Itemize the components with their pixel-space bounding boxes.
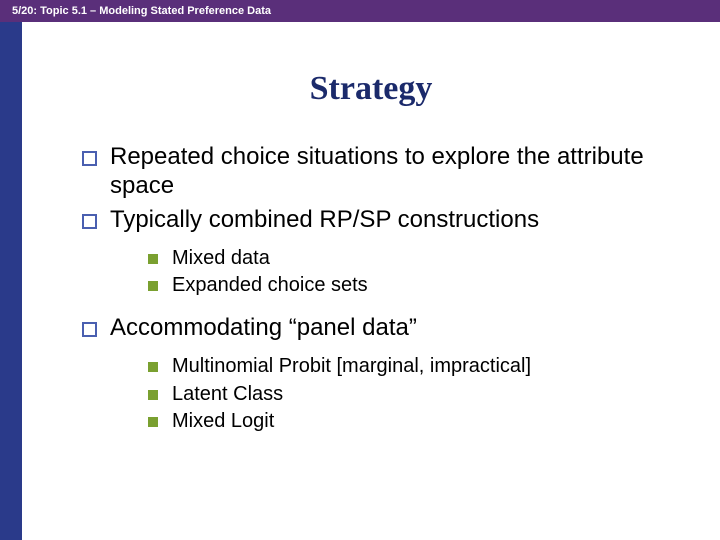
sub-bullet-text: Multinomial Probit [marginal, impractica…	[172, 355, 531, 377]
slide-body: Strategy Repeated choice situations to e…	[22, 22, 720, 540]
bullet-text: Typically combined RP/SP constructions	[110, 206, 539, 233]
left-stripe	[0, 22, 22, 540]
sub-bullet-item: Expanded choice sets	[148, 273, 690, 299]
sub-bullet-item: Multinomial Probit [marginal, impractica…	[148, 354, 690, 380]
bullet-text: Repeated choice situations to explore th…	[110, 143, 644, 199]
sub-bullet-text: Mixed Logit	[172, 410, 274, 432]
sub-bullet-text: Latent Class	[172, 383, 283, 405]
bullet-text: Accommodating “panel data”	[110, 314, 417, 341]
sub-bullet-text: Expanded choice sets	[172, 274, 368, 296]
sub-bullet-item: Mixed Logit	[148, 409, 690, 435]
sub-bullet-text: Mixed data	[172, 247, 270, 269]
header-bar: 5/20: Topic 5.1 – Modeling Stated Prefer…	[0, 0, 720, 22]
bullet-item: Accommodating “panel data” Multinomial P…	[82, 313, 690, 435]
header-text: 5/20: Topic 5.1 – Modeling Stated Prefer…	[12, 5, 271, 17]
bullet-item: Typically combined RP/SP constructions M…	[82, 205, 690, 299]
sub-bullet-list: Multinomial Probit [marginal, impractica…	[110, 354, 690, 435]
bullet-list: Repeated choice situations to explore th…	[22, 142, 720, 435]
slide-title: Strategy	[22, 70, 720, 108]
bullet-item: Repeated choice situations to explore th…	[82, 142, 690, 201]
sub-bullet-item: Latent Class	[148, 382, 690, 408]
sub-bullet-item: Mixed data	[148, 246, 690, 272]
sub-bullet-list: Mixed data Expanded choice sets	[110, 246, 690, 299]
